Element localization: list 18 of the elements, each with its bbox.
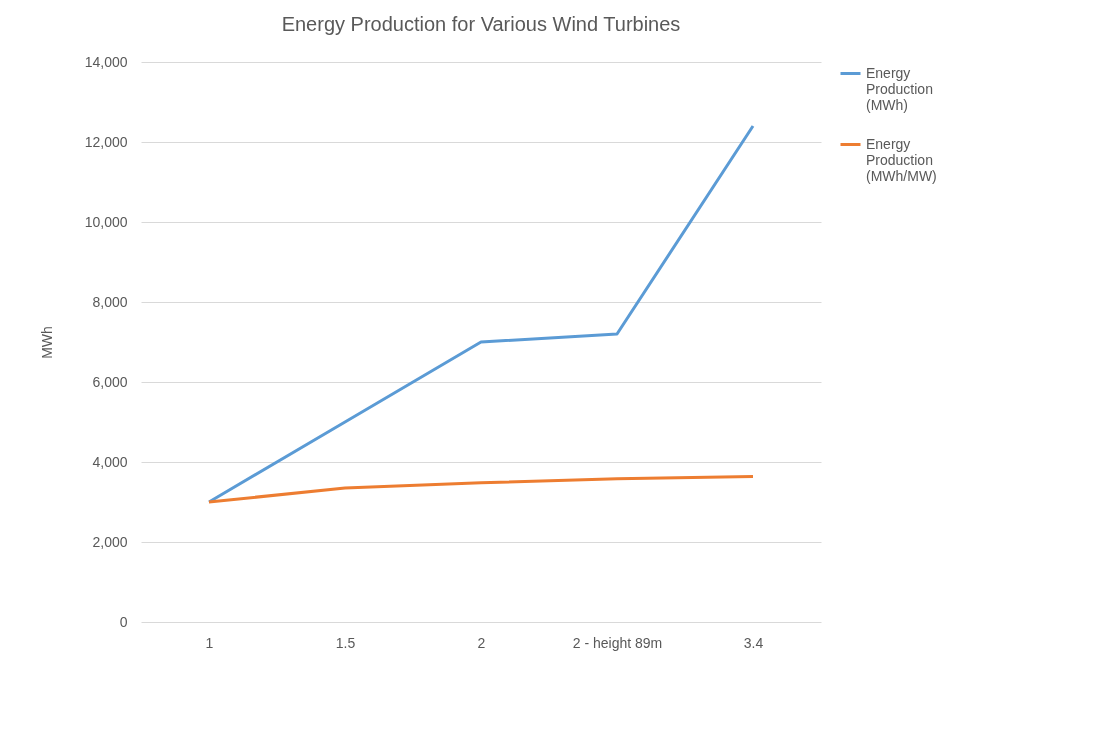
y-tick-label: 2,000 xyxy=(92,533,128,550)
y-tick-label: 6,000 xyxy=(92,373,128,390)
legend-label: Energy Production (MWh/MW) xyxy=(866,135,937,184)
legend-label: Energy Production (MWh) xyxy=(866,64,933,113)
y-tick-label: 10,000 xyxy=(84,213,128,230)
y-tick-label: 4,000 xyxy=(92,453,128,470)
x-tick-label: 2 - height 89m xyxy=(572,634,663,651)
x-tick-label: 1.5 xyxy=(335,634,356,651)
y-tick-label: 8,000 xyxy=(92,293,128,310)
x-tick-label: 2 xyxy=(477,634,486,651)
line-series xyxy=(207,474,755,504)
y-tick-label: 14,000 xyxy=(84,53,128,70)
y-tick-label: 12,000 xyxy=(84,133,128,150)
y-axis-title: MWh xyxy=(38,326,55,359)
x-tick-label: 3.4 xyxy=(743,634,764,651)
y-tick-label: 0 xyxy=(119,613,128,630)
x-tick-label: 1 xyxy=(205,634,214,651)
chart-title: Energy Production for Various Wind Turbines xyxy=(281,13,681,35)
